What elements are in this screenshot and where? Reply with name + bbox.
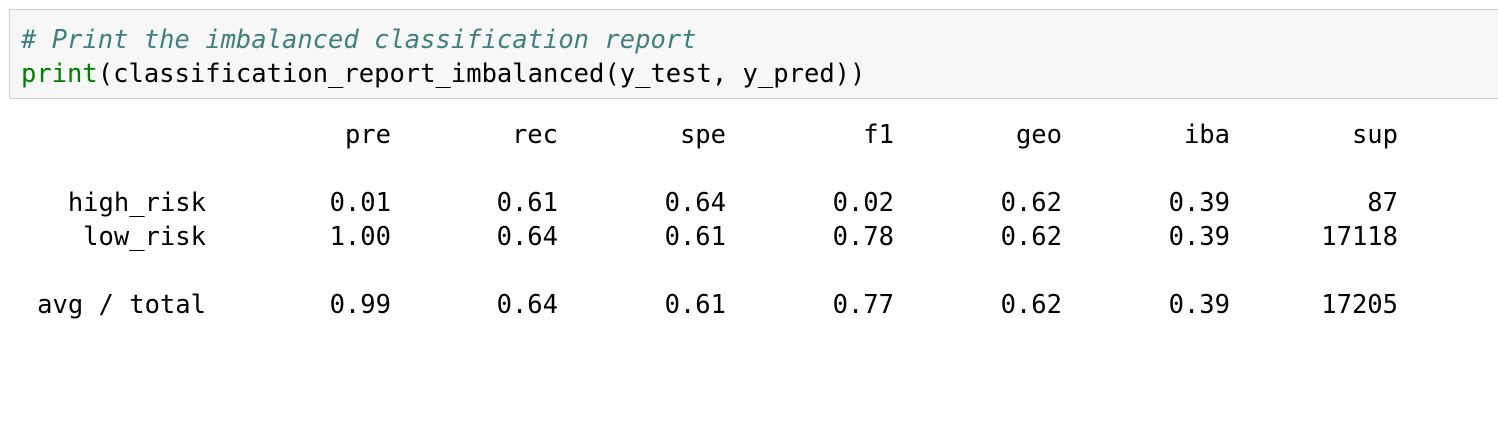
row-low-risk-iba: 0.39 <box>1168 222 1230 252</box>
row-high-risk-pre: 0.01 <box>329 188 391 218</box>
row-low-risk-sup: 17118 <box>1321 222 1398 252</box>
row-high-risk-spe: 0.64 <box>664 188 726 218</box>
row-low-risk-spe: 0.61 <box>664 222 726 252</box>
row-avg-total-pre: 0.99 <box>329 290 391 320</box>
code-line-print[interactable]: print(classification_report_imbalanced(y… <box>21 57 865 91</box>
row-high-risk-f1: 0.02 <box>832 188 894 218</box>
header-geo: geo <box>1015 120 1062 150</box>
code-call: (classification_report_imbalanced(y_test… <box>97 59 866 89</box>
row-high-risk-geo: 0.62 <box>1000 188 1062 218</box>
code-comment: # Print the imbalanced classification re… <box>21 25 697 55</box>
row-low-risk-f1: 0.78 <box>832 222 894 252</box>
header-sup: sup <box>1351 120 1398 150</box>
header-iba: iba <box>1183 120 1230 150</box>
row-low-risk-geo: 0.62 <box>1000 222 1062 252</box>
row-avg-total-f1: 0.77 <box>832 290 894 320</box>
code-cell[interactable]: # Print the imbalanced classification re… <box>9 9 1498 99</box>
row-low-risk-rec: 0.64 <box>496 222 558 252</box>
row-low-risk-pre: 1.00 <box>329 222 391 252</box>
row-avg-total-rec: 0.64 <box>496 290 558 320</box>
row-avg-total-geo: 0.62 <box>1000 290 1062 320</box>
cell-output: pre rec spe f1 geo iba sup high_risk 0.0… <box>0 100 1498 436</box>
row-avg-total-spe: 0.61 <box>664 290 726 320</box>
row-avg-total-iba: 0.39 <box>1168 290 1230 320</box>
row-label-high-risk: high_risk <box>67 188 206 218</box>
code-line-comment[interactable]: # Print the imbalanced classification re… <box>21 23 697 57</box>
row-high-risk-rec: 0.61 <box>496 188 558 218</box>
header-f1: f1 <box>863 120 894 150</box>
row-avg-total-sup: 17205 <box>1321 290 1398 320</box>
row-label-avg-total: avg / total <box>37 290 206 320</box>
row-high-risk-sup: 87 <box>1367 188 1398 218</box>
header-spe: spe <box>679 120 726 150</box>
row-label-low-risk: low_risk <box>83 222 206 252</box>
code-builtin-print: print <box>21 59 98 89</box>
header-rec: rec <box>511 120 558 150</box>
header-pre: pre <box>344 120 391 150</box>
row-high-risk-iba: 0.39 <box>1168 188 1230 218</box>
